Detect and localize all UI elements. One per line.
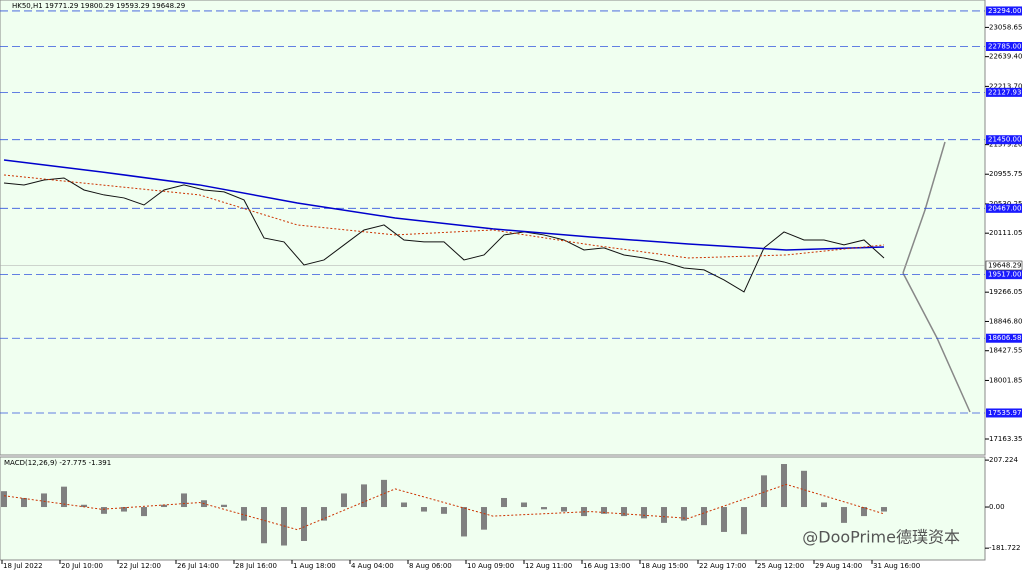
signal-line [3, 483, 885, 531]
x-tick-label: 22 Jul 12:00 [119, 562, 161, 570]
series-line [3, 159, 885, 251]
histogram-bar [221, 504, 227, 508]
histogram-bar [881, 507, 887, 512]
series-line [3, 174, 885, 259]
histogram-bar [821, 502, 827, 508]
histogram-bar [121, 507, 127, 512]
x-tick-label: 22 Aug 17:00 [699, 562, 746, 570]
x-tick-label: 28 Jul 16:00 [235, 562, 277, 570]
histogram-bar [421, 507, 427, 512]
level-box [986, 6, 1022, 16]
histogram-bar [481, 507, 487, 530]
main-panel [0, 0, 986, 456]
level-box [986, 270, 1022, 280]
histogram-bar [81, 504, 87, 508]
series-line [3, 177, 885, 293]
x-tick-label: 20 Jul 10:00 [61, 562, 103, 570]
histogram-bar [841, 507, 847, 523]
histogram-bar [761, 475, 767, 508]
histogram-bar [701, 507, 707, 526]
histogram-bar [681, 507, 687, 521]
chart-title: HK50,H1 19771.29 19800.29 19593.29 19648… [12, 2, 185, 10]
histogram-bar [461, 507, 467, 537]
histogram-bar [41, 493, 47, 508]
y-tick-label: 22639.40 [989, 53, 1022, 61]
histogram-bar [401, 502, 407, 508]
y-tick-label: 18427.55 [989, 347, 1022, 355]
x-tick-label: 29 Aug 14:00 [815, 562, 862, 570]
histogram-bar [161, 504, 167, 508]
level-box [986, 87, 1022, 97]
y-tick-label: -181.722 [989, 544, 1020, 552]
x-tick-label: 10 Aug 09:00 [467, 562, 514, 570]
x-tick-label: 18 Jul 2022 [3, 562, 43, 570]
x-tick-label: 18 Aug 15:00 [641, 562, 688, 570]
histogram-bar [341, 493, 347, 508]
histogram-bar [181, 493, 187, 508]
histogram-bar [541, 507, 547, 510]
histogram-bar [781, 464, 787, 508]
level-box [986, 203, 1022, 213]
macd-title: MACD(12,26,9) -27.775 -1.391 [4, 459, 111, 467]
histogram-bar [621, 507, 627, 517]
histogram-bar [801, 470, 807, 508]
histogram-bar [501, 497, 507, 508]
level-label: 20467.00 [988, 204, 1021, 212]
histogram-bar [261, 507, 267, 544]
level-box [986, 333, 1022, 343]
x-tick-label: 16 Aug 13:00 [583, 562, 630, 570]
watermark: @DooPrime德璞资本 [802, 528, 960, 547]
level-label: 22127.93 [988, 88, 1021, 96]
level-label: 23294.00 [988, 7, 1021, 15]
histogram-bar [601, 507, 607, 514]
histogram-bar [641, 507, 647, 519]
x-tick-label: 1 Aug 18:00 [293, 562, 336, 570]
y-tick-label: 21379.20 [989, 141, 1022, 149]
histogram-bar [301, 507, 307, 541]
y-tick-label: 22213.70 [989, 82, 1022, 90]
histogram-bar [141, 507, 147, 517]
level-label: 17535.97 [988, 409, 1021, 417]
level-box [986, 41, 1022, 51]
histogram-bar [61, 486, 67, 508]
histogram-bar [1, 491, 7, 508]
y-tick-label: 19266.05 [989, 288, 1022, 296]
x-tick-label: 4 Aug 04:00 [351, 562, 394, 570]
x-tick-label: 8 Aug 06:00 [409, 562, 452, 570]
x-tick-label: 25 Aug 12:00 [757, 562, 804, 570]
histogram-bar [101, 507, 107, 514]
level-label: 19517.00 [988, 271, 1021, 279]
histogram-bar [521, 502, 527, 508]
x-tick-label: 26 Jul 14:00 [177, 562, 219, 570]
y-tick-label: 20111.05 [989, 229, 1022, 237]
histogram-bar [441, 507, 447, 514]
histogram-bar [21, 497, 27, 508]
level-label: 21450.00 [988, 136, 1021, 144]
level-box [986, 135, 1022, 145]
histogram-bar [721, 507, 727, 532]
last-price-label: 19648.29 [988, 261, 1021, 269]
histogram-bar [561, 507, 567, 512]
y-tick-label: 17163.35 [989, 435, 1022, 443]
histogram-bar [741, 507, 747, 535]
x-tick-label: 31 Aug 16:00 [873, 562, 920, 570]
y-tick-label: 18846.80 [989, 317, 1022, 325]
level-box [986, 408, 1022, 418]
level-label: 18606.58 [988, 334, 1021, 342]
y-tick-label: 20955.75 [989, 170, 1022, 178]
y-tick-label: 18001.85 [989, 376, 1022, 384]
histogram-bar [321, 507, 327, 521]
level-label: 22785.00 [988, 42, 1021, 50]
y-tick-label: 23058.65 [989, 23, 1022, 31]
x-tick-label: 12 Aug 11:00 [525, 562, 572, 570]
y-tick-label: 207.224 [989, 456, 1018, 464]
macd-panel [0, 456, 986, 561]
histogram-bar [361, 484, 367, 508]
histogram-bar [861, 507, 867, 517]
last-price-box [985, 260, 1023, 271]
histogram-bar [661, 507, 667, 523]
histogram-bar [241, 507, 247, 521]
y-tick-label: 0.00 [989, 503, 1005, 511]
